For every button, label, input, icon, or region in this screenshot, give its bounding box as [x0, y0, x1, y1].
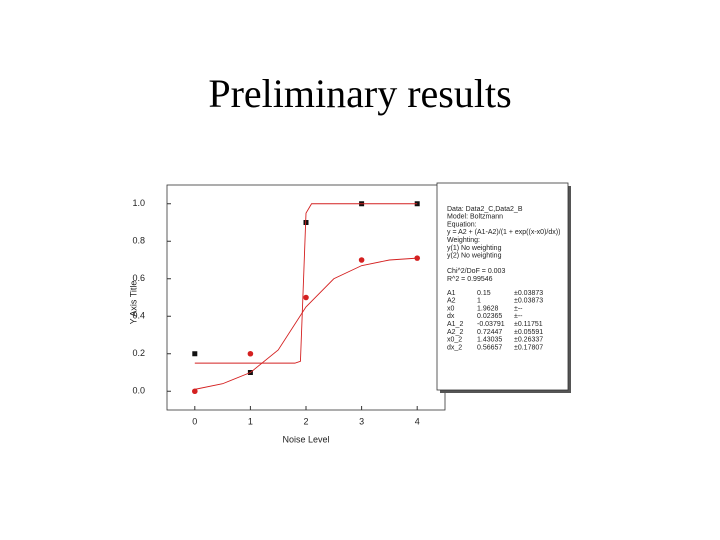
annotation-parameter: ±0.11751 [514, 321, 543, 328]
annotation-parameter: ±0.17807 [514, 344, 543, 351]
data-point [247, 350, 254, 357]
annotation-parameter: A1_2 [447, 321, 463, 328]
annotation-parameter: A2 [447, 298, 456, 305]
annotation-parameter: dx [447, 313, 455, 320]
annotation-parameter: ±0.05591 [514, 329, 543, 336]
annotation-parameter: 1.43035 [477, 337, 502, 344]
annotation-line: Chi^2/DoF = 0.003 [447, 268, 505, 275]
data-point [303, 294, 309, 301]
y-tick-label: 0.2 [132, 348, 145, 358]
data-point [192, 388, 198, 395]
x-tick-label: 4 [415, 416, 420, 426]
annotation-parameter: ±0.03873 [514, 298, 543, 305]
fit-curve [194, 203, 418, 364]
x-tick-label: 1 [248, 416, 253, 426]
y-tick-label: 0.6 [132, 273, 145, 283]
x-tick-label: 0 [192, 416, 197, 426]
annotation-parameter: 0.72447 [477, 329, 502, 336]
x-axis-label: Noise Level [282, 434, 329, 444]
y-tick-label: 0.8 [132, 236, 145, 246]
y-tick-label: 1.0 [132, 198, 145, 208]
annotation-parameter: ±-- [514, 305, 523, 312]
data-point [358, 257, 365, 263]
y-axis-label: Y Axis Title [128, 281, 138, 325]
annotation-line: y = A2 + (A1-A2)/(1 + exp((x-x0)/dx)) [447, 229, 560, 236]
annotation-parameter: 1.9628 [477, 305, 499, 312]
annotation-parameter: x0_2 [447, 337, 462, 344]
annotation-parameter: A1 [447, 290, 456, 297]
annotation-parameter: ±-- [514, 313, 523, 320]
annotation-parameter: x0 [447, 305, 455, 312]
annotation-parameter: ±0.26337 [514, 337, 543, 344]
annotation-parameter: ±0.03873 [514, 290, 543, 297]
annotation-line: Model: Boltzmann [447, 214, 503, 221]
annotation-line: y(1) No weighting [447, 245, 502, 252]
annotation-line: Data: Data2_C,Data2_B [447, 206, 523, 213]
annotation-line: Equation: [447, 221, 477, 228]
y-tick-label: 0.0 [132, 386, 145, 396]
fit-curve [194, 257, 418, 390]
y-tick-label: 0.4 [132, 311, 145, 321]
slide-title: Preliminary results [208, 71, 511, 116]
annotation-parameter: 0.56657 [477, 344, 502, 351]
annotation-parameter: dx_2 [447, 344, 462, 351]
annotation-parameter: 0.15 [477, 290, 491, 297]
x-tick-label: 2 [303, 416, 308, 426]
annotation-parameter: 1 [477, 298, 481, 305]
annotation-parameter: 0.02365 [477, 313, 502, 320]
annotation-parameter: -0.03791 [477, 321, 505, 328]
annotation-line: R^2 = 0.99546 [447, 276, 493, 283]
x-tick-label: 3 [359, 416, 364, 426]
annotation-line: Weighting: [447, 237, 480, 244]
annotation-parameter: A2_2 [447, 329, 463, 336]
annotation-box [436, 182, 569, 391]
annotation-line: y(2) No weighting [447, 253, 502, 260]
data-point [192, 351, 198, 357]
